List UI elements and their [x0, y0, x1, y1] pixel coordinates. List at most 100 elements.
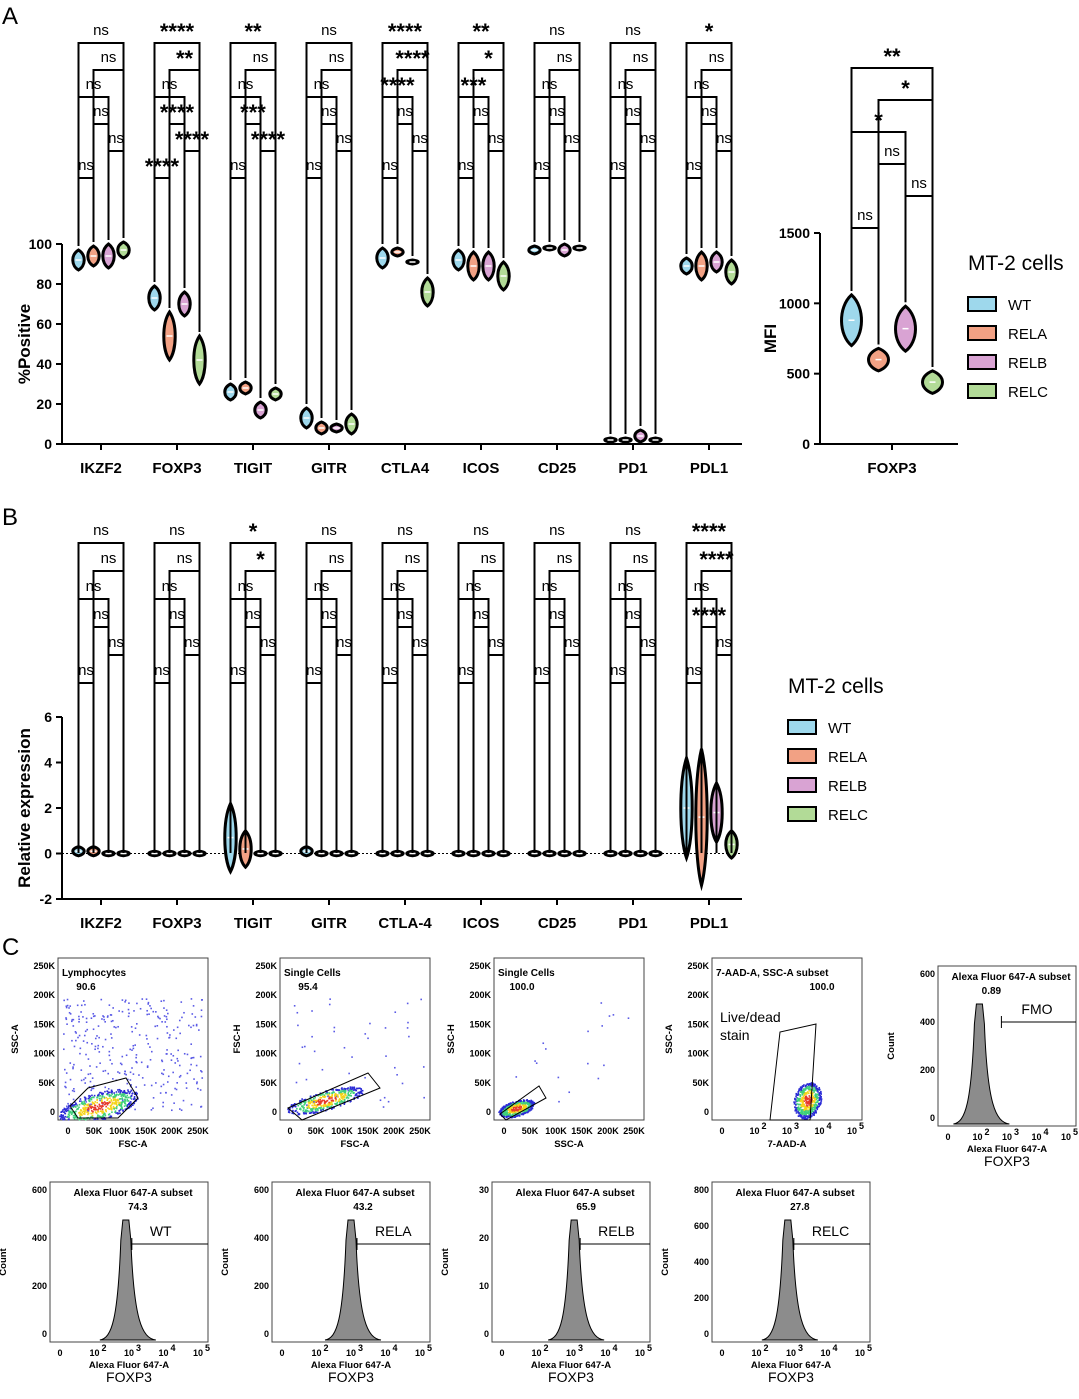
event-dot [523, 1112, 525, 1115]
event-dot [331, 1103, 333, 1105]
event-dot [526, 1101, 529, 1104]
event-dot [93, 1094, 96, 1097]
event-dot [328, 1092, 330, 1094]
event-dot [91, 1103, 93, 1106]
sig-label: ns [78, 157, 94, 174]
event-dot [119, 1109, 122, 1111]
event-dot [309, 1095, 312, 1098]
legend-swatch-wt [967, 296, 997, 312]
event-dot [97, 1094, 100, 1097]
event-dot [163, 999, 165, 1002]
event-dot [94, 1108, 97, 1111]
event-dot [820, 1101, 822, 1104]
event-dot [108, 1116, 111, 1119]
event-dot [353, 1087, 356, 1090]
event-dot [516, 1102, 519, 1105]
event-dot [506, 1106, 509, 1108]
event-dot [104, 1086, 107, 1089]
event-dot [312, 1107, 314, 1110]
event-dot [808, 1107, 811, 1110]
event-dot [818, 1105, 820, 1108]
event-dot [98, 1093, 100, 1096]
event-dot [501, 1107, 504, 1109]
x-tick-label: IKZF2 [80, 915, 122, 932]
event-dot [503, 1108, 506, 1111]
event-dot [345, 1097, 348, 1099]
x-tick-label: 200K [597, 1126, 619, 1136]
event-dot [146, 1009, 148, 1012]
sig-label: **** [388, 19, 423, 44]
event-dot [81, 1114, 83, 1116]
event-dot [190, 998, 193, 1000]
event-dot [519, 1108, 522, 1110]
event-dot [361, 1092, 363, 1094]
event-dot [99, 1110, 102, 1113]
event-dot [507, 1113, 509, 1116]
event-dot [333, 1026, 336, 1029]
histogram-peak [761, 1219, 818, 1341]
event-dot [795, 1092, 798, 1095]
event-dot [120, 1095, 123, 1097]
event-dot [361, 1089, 364, 1092]
y-tick-label: 60 [36, 316, 52, 332]
event-dot [312, 1104, 314, 1107]
y-tick-label: 150K [469, 1019, 491, 1029]
event-dot [76, 1104, 78, 1106]
event-dot [201, 1077, 204, 1079]
event-dot [321, 1108, 323, 1111]
event-dot [192, 1024, 195, 1027]
x-tick-label: 100K [109, 1126, 131, 1136]
event-dot [295, 1109, 297, 1112]
event-dot [502, 1112, 505, 1115]
sig-bracket [700, 123, 718, 248]
event-dot [356, 1095, 359, 1097]
event-dot [109, 1108, 111, 1110]
sig-label: ns [458, 662, 474, 679]
x-tick-label: 10 [193, 1348, 203, 1358]
event-dot [99, 1099, 101, 1102]
sig-label: ns [108, 634, 124, 651]
event-dot [817, 1091, 819, 1093]
event-dot [351, 1087, 354, 1089]
event-dot [518, 1109, 521, 1112]
event-dot [140, 1061, 143, 1064]
histogram-peak [548, 1219, 605, 1341]
event-dot [348, 1090, 351, 1092]
event-dot [62, 1114, 65, 1117]
event-dot [92, 1015, 95, 1018]
event-dot [92, 1096, 95, 1098]
event-dot [102, 1118, 104, 1120]
event-dot [320, 1100, 322, 1102]
gate-name: Alexa Fluor 647-A subset [951, 972, 1071, 983]
event-dot [319, 1094, 321, 1096]
event-dot [316, 1099, 318, 1102]
event-dot [124, 1091, 126, 1094]
event-dot [78, 1034, 81, 1037]
x-tick-label: 150K [571, 1126, 593, 1136]
sig-label: ns [640, 130, 656, 147]
event-dot [141, 998, 144, 1000]
event-dot [160, 1000, 163, 1002]
sig-label: ns [154, 662, 170, 679]
event-dot [190, 1057, 192, 1060]
x-tick-label: 10 [820, 1348, 830, 1358]
event-dot [113, 1096, 115, 1099]
event-dot [103, 1016, 105, 1018]
event-dot [68, 1110, 70, 1113]
event-dot [812, 1100, 814, 1103]
event-dot [385, 1055, 387, 1057]
event-dot [343, 1095, 346, 1097]
event-dot [302, 1108, 305, 1110]
event-dot [100, 1106, 103, 1109]
event-dot [71, 1089, 74, 1092]
event-dot [135, 1054, 138, 1056]
event-dot [83, 1113, 86, 1115]
event-dot [807, 1106, 810, 1108]
event-dot [111, 1092, 113, 1094]
event-dot [813, 1091, 815, 1094]
event-dot [811, 1092, 814, 1094]
event-dot [118, 1104, 121, 1106]
